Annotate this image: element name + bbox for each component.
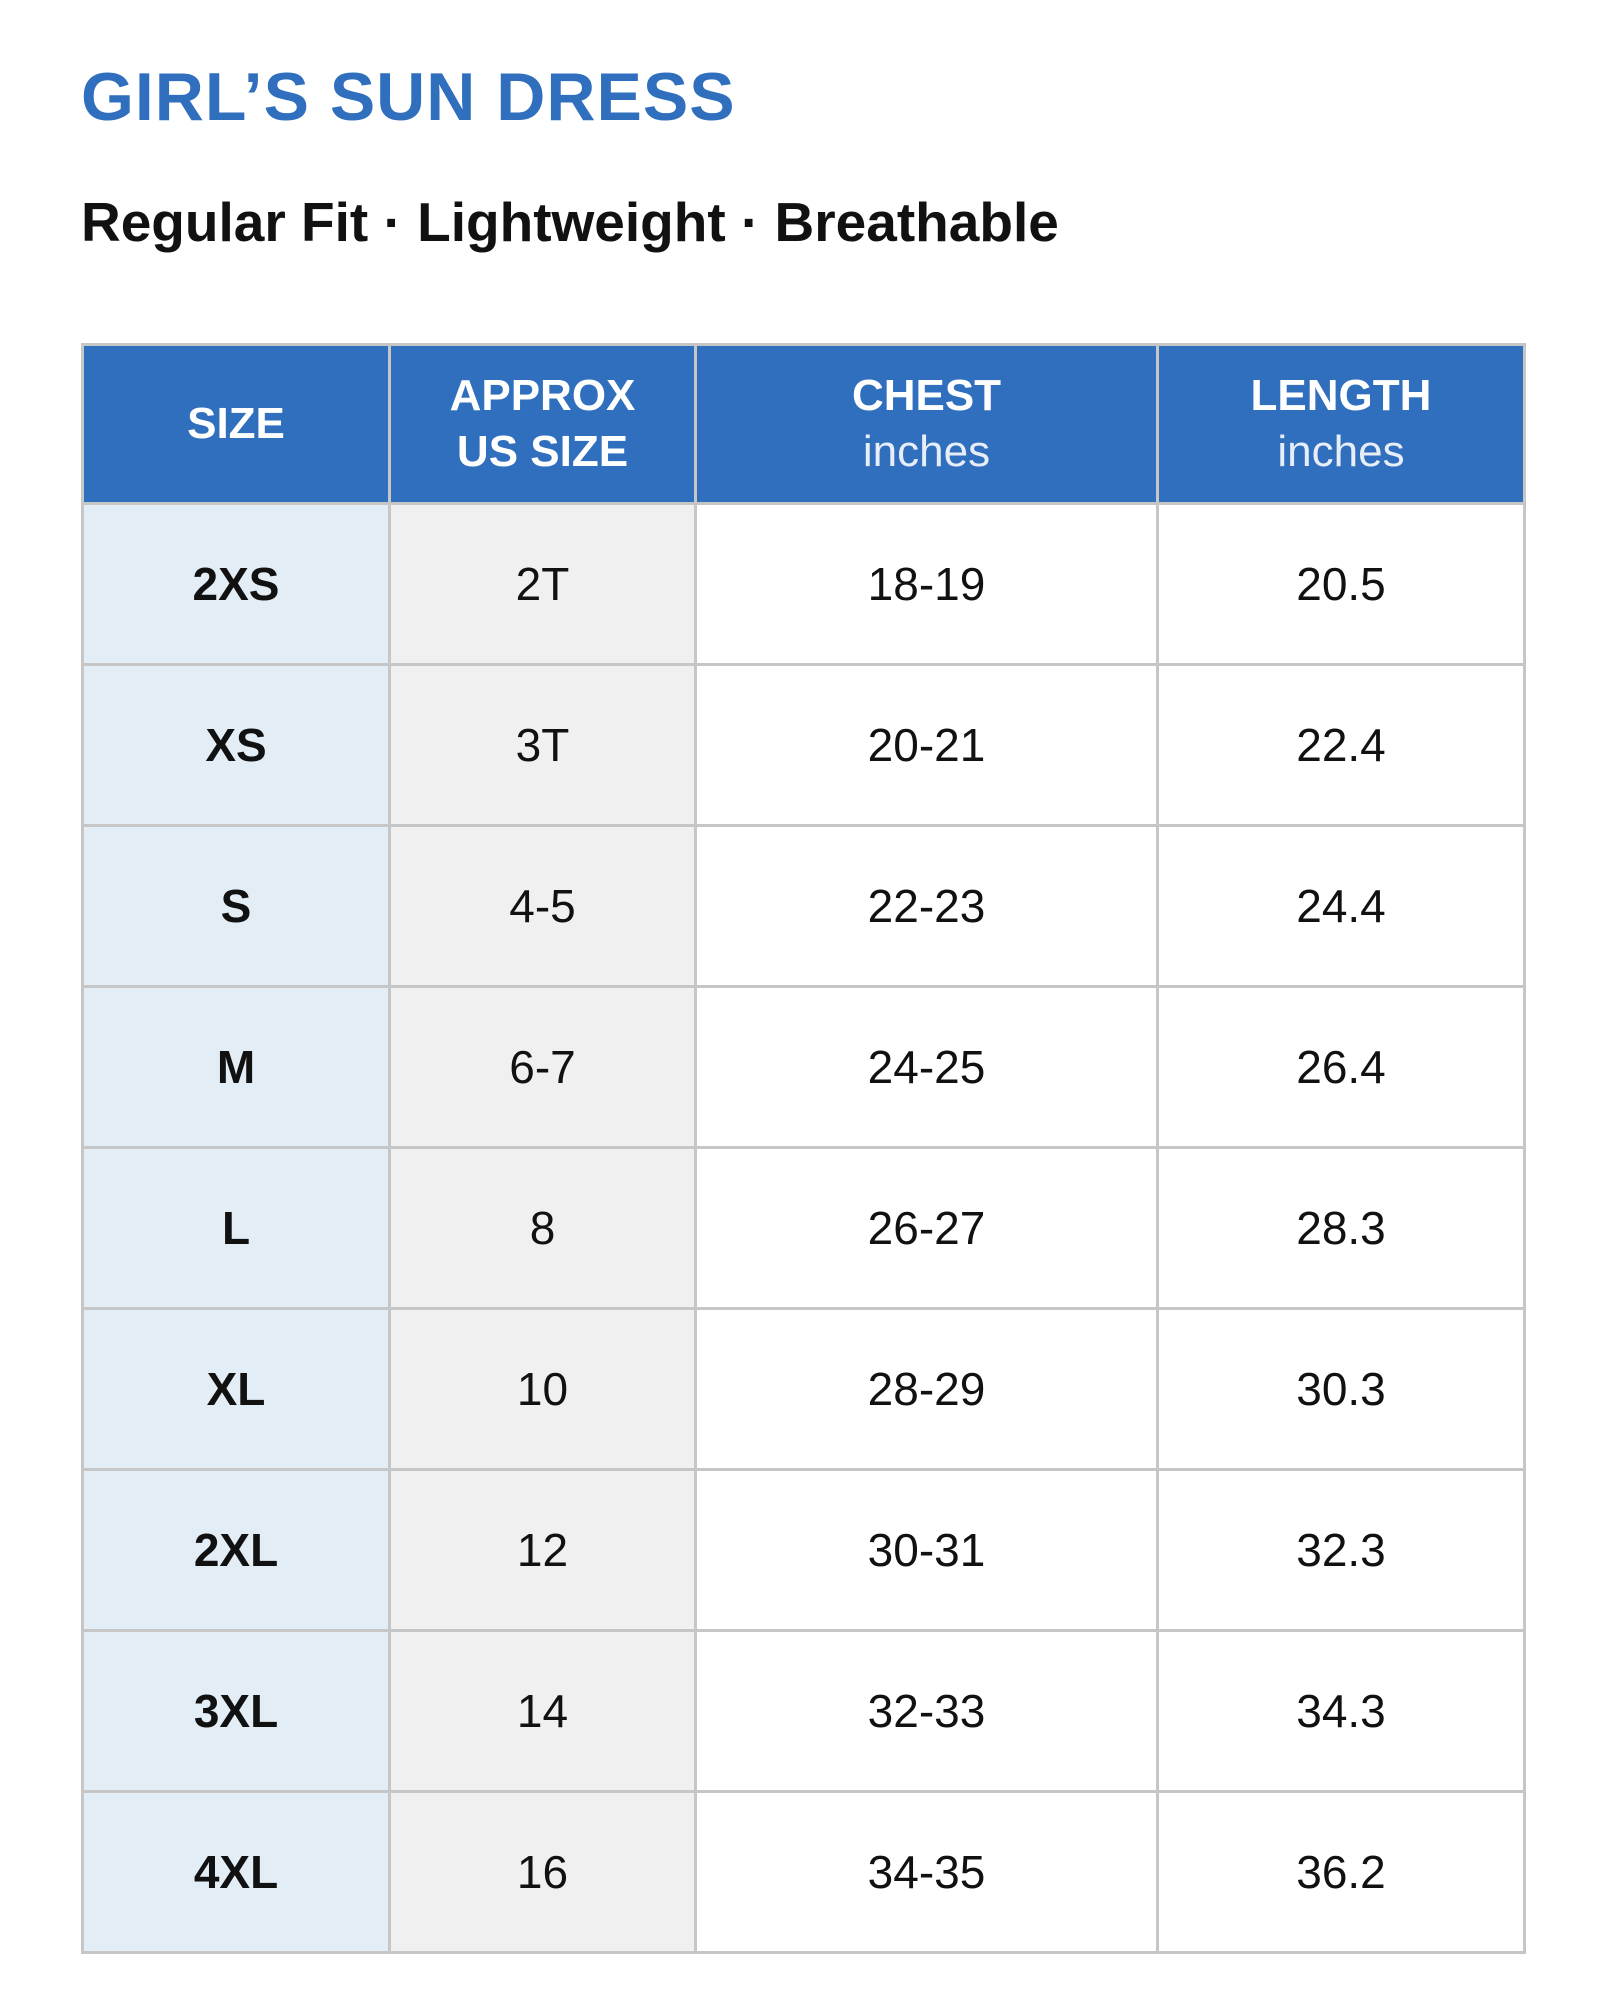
header-line: LENGTH [1250, 371, 1432, 420]
table-cell: 2XS [81, 502, 391, 666]
table-cell: 3XL [81, 1629, 391, 1793]
table-cell: XL [81, 1307, 391, 1471]
table-cell: 3T [388, 663, 697, 827]
table-cell: 8 [388, 1146, 697, 1310]
table-cell: 10 [388, 1307, 697, 1471]
table-row: XS 3T 20-21 22.4 [81, 663, 1526, 827]
table-cell: 16 [388, 1790, 697, 1954]
table-cell: 20-21 [694, 663, 1159, 827]
table-cell: 24-25 [694, 985, 1159, 1149]
table-cell: 32.3 [1156, 1468, 1526, 1632]
table-cell: 20.5 [1156, 502, 1526, 666]
header-line: US SIZE [456, 427, 629, 476]
table-cell: 12 [388, 1468, 697, 1632]
title: GIRL’S SUN DRESS [81, 59, 736, 135]
column-header: SIZE [81, 343, 391, 505]
table-row: 4XL 16 34-35 36.2 [81, 1790, 1526, 1954]
column-header: CHEST inches [694, 343, 1159, 505]
header-row: SIZE APPROX US SIZE CHEST inches LENGTH inches [81, 343, 1526, 505]
table-cell: M [81, 985, 391, 1149]
table-cell: 18-19 [694, 502, 1159, 666]
header-unit: inches [862, 427, 991, 476]
size-table: SIZE APPROX US SIZE CHEST inches LENGTH inches… [81, 343, 1526, 1954]
table-cell: XS [81, 663, 391, 827]
table-cell: 4XL [81, 1790, 391, 1954]
table-cell: 6-7 [388, 985, 697, 1149]
table-cell: 34.3 [1156, 1629, 1526, 1793]
table-cell: 2XL [81, 1468, 391, 1632]
table-row: 2XL 12 30-31 32.3 [81, 1468, 1526, 1632]
table-cell: 30.3 [1156, 1307, 1526, 1471]
table-row: S 4-5 22-23 24.4 [81, 824, 1526, 988]
subtitle: Regular Fit · Lightweight · Breathable [81, 191, 1059, 253]
table-cell: 32-33 [694, 1629, 1159, 1793]
header-unit: inches [1277, 427, 1405, 476]
table-body: 2XS 2T 18-19 20.5 XS 3T 20-21 22.4 S 4-5 22-23 24.4… [81, 502, 1526, 1954]
column-header: APPROX US SIZE [388, 343, 697, 505]
table-cell: L [81, 1146, 391, 1310]
table-cell: 4-5 [388, 824, 697, 988]
header-line: CHEST [851, 371, 1002, 420]
table-cell: 22-23 [694, 824, 1159, 988]
table-row: XL 10 28-29 30.3 [81, 1307, 1526, 1471]
column-header: LENGTH inches [1156, 343, 1526, 505]
table-row: L 8 26-27 28.3 [81, 1146, 1526, 1310]
table-row: 2XS 2T 18-19 20.5 [81, 502, 1526, 666]
table-cell: 14 [388, 1629, 697, 1793]
table-cell: 28-29 [694, 1307, 1159, 1471]
table-row: M 6-7 24-25 26.4 [81, 985, 1526, 1149]
table-cell: 22.4 [1156, 663, 1526, 827]
header-line: APPROX [449, 371, 636, 420]
table-cell: 26-27 [694, 1146, 1159, 1310]
table-cell: 34-35 [694, 1790, 1159, 1954]
table-cell: 24.4 [1156, 824, 1526, 988]
table-cell: 36.2 [1156, 1790, 1526, 1954]
table-row: 3XL 14 32-33 34.3 [81, 1629, 1526, 1793]
table-cell: S [81, 824, 391, 988]
table-cell: 26.4 [1156, 985, 1526, 1149]
table-cell: 28.3 [1156, 1146, 1526, 1310]
table-cell: 2T [388, 502, 697, 666]
header-line: SIZE [187, 399, 285, 448]
table-cell: 30-31 [694, 1468, 1159, 1632]
